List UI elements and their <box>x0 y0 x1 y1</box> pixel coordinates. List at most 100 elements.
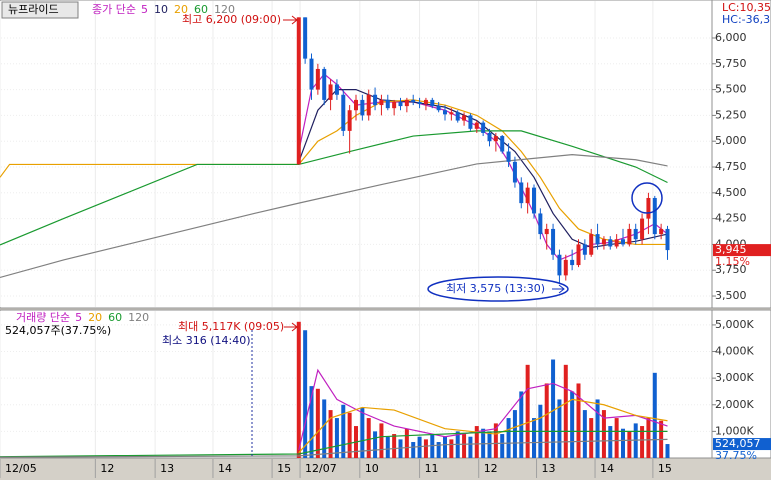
candle-body <box>366 94 371 116</box>
ma-line <box>0 430 668 458</box>
y-tick-label: 4,750 <box>715 160 747 173</box>
volume-bar <box>474 426 479 458</box>
volume-bar <box>417 436 422 458</box>
legend-entry: 120 <box>128 311 149 324</box>
candle-body <box>551 228 556 255</box>
volume-bar <box>627 431 632 458</box>
candle-body <box>570 259 575 266</box>
legend-entry: 20 <box>174 3 188 16</box>
candle-body <box>544 228 549 235</box>
candle-body <box>608 239 613 247</box>
candle-body <box>341 94 346 131</box>
candle-body <box>582 244 587 255</box>
candle-body <box>449 112 454 115</box>
x-tick-label: 13 <box>160 462 174 475</box>
annotation: 최고 6,200 (09:00) <box>182 13 281 26</box>
volume-bar <box>315 388 320 458</box>
candle-body <box>360 99 365 116</box>
candle-body <box>379 99 384 106</box>
change-label: 1.15% <box>715 255 750 268</box>
volume-bar <box>366 418 371 458</box>
candle-body <box>296 17 301 165</box>
x-tick-label: 14 <box>218 462 232 475</box>
candle-body <box>525 187 530 204</box>
candle-body <box>404 99 409 107</box>
volume-info: 524,057주(37.75%) <box>5 324 111 337</box>
arrow <box>283 15 298 25</box>
hc-label: HC:-36,37 <box>722 13 771 26</box>
candle-body <box>309 58 314 90</box>
volume-bar <box>621 428 625 458</box>
volume-bar <box>608 426 613 458</box>
volume-bar <box>296 321 301 458</box>
tab <box>1 1 79 19</box>
volume-bar <box>563 364 568 458</box>
volume-bar <box>334 418 339 458</box>
y-tick-label: 4,250 <box>715 212 747 225</box>
candle-body <box>436 106 441 111</box>
volume-bar <box>601 410 606 458</box>
ma-line <box>298 398 668 454</box>
legend-entry: 5 <box>75 311 82 324</box>
ma-line <box>0 99 668 246</box>
volume-bar <box>506 418 511 458</box>
volume-bar <box>411 442 416 458</box>
y-tick-label: 3,500 <box>715 289 747 302</box>
last-badge <box>713 244 771 257</box>
candle-body <box>398 101 403 107</box>
candle-body <box>532 187 536 214</box>
volume-bar <box>468 436 473 458</box>
volume-bar <box>341 404 346 458</box>
candle-body <box>557 254 562 276</box>
candle-body <box>640 218 645 240</box>
legend-entry: 120 <box>214 3 235 16</box>
volume-bar <box>525 364 530 458</box>
candle-body <box>462 115 467 121</box>
candle-body <box>659 228 664 235</box>
volume-bar <box>328 410 333 458</box>
y-tick-label: 3,750 <box>715 263 747 276</box>
volume-bar <box>404 428 409 458</box>
arrow <box>284 322 298 332</box>
y-tick-label: 4,500 <box>715 186 747 199</box>
volume-bar <box>570 391 575 458</box>
candle-body <box>506 151 511 162</box>
volume-bar <box>551 359 556 458</box>
last-badge <box>713 438 771 451</box>
volume-bar <box>392 434 397 458</box>
y-tick-label: 3,000K <box>715 371 754 384</box>
candle-body <box>315 68 320 90</box>
candle-body <box>322 68 327 100</box>
volume-bar <box>373 431 378 458</box>
tab-label: 뉴프라이드 <box>8 3 59 16</box>
y-tick-label: 5,000 <box>715 134 747 147</box>
volume-bar <box>595 399 600 458</box>
candle-body <box>443 110 447 115</box>
candle-body <box>589 234 594 255</box>
last-label: 3,945 <box>715 243 747 256</box>
candle-body <box>614 239 619 247</box>
volume-bar <box>589 418 594 458</box>
volume-bar <box>582 410 587 458</box>
x-tick-label: 15 <box>658 462 672 475</box>
volume-bar <box>449 439 454 458</box>
x-tick-label: 12 <box>100 462 114 475</box>
volume-bar <box>303 330 308 458</box>
candle-body <box>595 234 600 245</box>
candle-body <box>652 197 657 235</box>
change-label: 37.75% <box>715 449 757 462</box>
volume-bar <box>640 426 645 458</box>
legend-entry: 5 <box>141 3 148 16</box>
volume-bar <box>665 444 670 458</box>
volume-bar <box>557 399 562 458</box>
volume-bar <box>532 418 536 458</box>
candle-body <box>563 259 568 276</box>
annotation: 최소 316 (14:40) <box>162 334 251 347</box>
x-tick-label: 12 <box>484 462 498 475</box>
candle-body <box>474 122 479 129</box>
volume-bar <box>500 434 505 458</box>
volume-bar <box>443 436 447 458</box>
volume-bar <box>652 372 657 458</box>
annotation: 최저 3,575 (13:30) <box>446 282 545 295</box>
